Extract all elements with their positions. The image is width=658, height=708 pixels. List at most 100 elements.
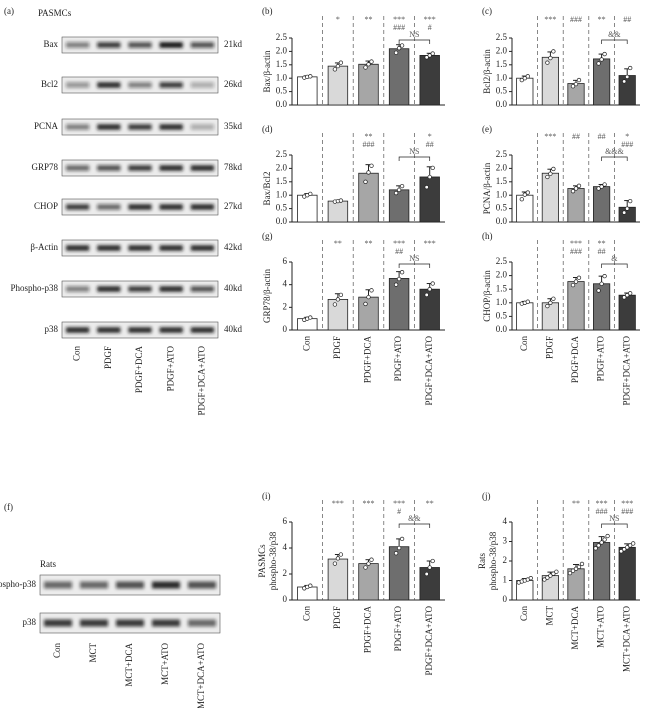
x-tick-label: PDGF+DCA xyxy=(363,336,373,384)
blot-title: PASMCs xyxy=(38,8,72,18)
x-tick-label: MCT xyxy=(544,606,554,626)
data-point xyxy=(332,561,338,566)
bar xyxy=(327,65,349,106)
blot-band xyxy=(128,42,152,48)
bar xyxy=(541,172,559,223)
data-point xyxy=(628,65,633,71)
data-point xyxy=(393,282,399,287)
x-tick-label: PDGF+DCA+ATO xyxy=(424,336,434,406)
data-point xyxy=(399,536,405,542)
y-tick-label: 0.0 xyxy=(496,99,508,109)
bar xyxy=(567,281,585,331)
blot-row-label: β-Actin xyxy=(30,242,58,252)
data-point xyxy=(308,315,313,320)
y-tick-label: 1.5 xyxy=(276,59,288,69)
x-tick-label: Con xyxy=(301,606,311,622)
data-point xyxy=(363,65,368,70)
y-tick-label: 1 xyxy=(503,575,508,585)
data-point xyxy=(424,292,429,298)
y-tick-label: 0.0 xyxy=(276,216,288,226)
data-point xyxy=(430,165,435,171)
data-point xyxy=(332,67,338,72)
significance: ** xyxy=(334,239,342,248)
y-tick-label: 0.0 xyxy=(496,324,508,334)
comparison-label: NS xyxy=(609,514,619,523)
blot-band xyxy=(152,619,180,627)
panel-label: (i) xyxy=(262,491,271,501)
blot-row-label: GRP78 xyxy=(31,162,58,172)
lane-label: PDGF+DCA xyxy=(134,346,144,394)
blot-band xyxy=(97,327,121,333)
data-point xyxy=(522,76,527,81)
blot-band xyxy=(97,204,121,210)
data-point xyxy=(576,564,582,569)
data-point xyxy=(579,561,585,567)
y-tick-label: 4 xyxy=(283,279,288,289)
y-tick-label: 1.5 xyxy=(276,176,288,186)
bar xyxy=(419,567,440,601)
blot-row-label: Phospho-p38 xyxy=(0,579,36,589)
x-tick-label: Con xyxy=(301,336,311,352)
blot-band xyxy=(97,42,121,48)
blot-title: Rats xyxy=(40,559,56,569)
blot-band xyxy=(190,42,214,48)
y-axis-label: PASMCs xyxy=(257,544,267,578)
blot-band xyxy=(97,245,121,251)
y-tick-label: 1.0 xyxy=(496,72,508,82)
panel-label: (a) xyxy=(4,6,14,16)
blot-band xyxy=(128,204,152,210)
bar xyxy=(618,75,636,106)
significance: *** xyxy=(544,15,556,24)
y-tick-label: 1.5 xyxy=(496,59,508,69)
x-tick-label: MCT+DCA xyxy=(570,606,580,650)
data-point xyxy=(396,46,402,51)
data-point xyxy=(427,287,432,292)
data-point xyxy=(570,189,576,194)
blot-band xyxy=(159,165,183,171)
data-point xyxy=(399,183,405,189)
data-point xyxy=(602,51,607,57)
data-point xyxy=(554,569,559,574)
blot-band xyxy=(116,581,144,589)
bar xyxy=(419,176,440,223)
blot-row-label: Bax xyxy=(44,39,59,49)
data-point xyxy=(519,197,524,202)
blot-row-label: p38 xyxy=(45,324,59,334)
panel-label: (h) xyxy=(482,231,493,241)
blot-band xyxy=(159,286,183,292)
blot-size: 40kd xyxy=(224,283,243,293)
data-point xyxy=(308,191,313,197)
data-point xyxy=(548,171,553,176)
significance: ## xyxy=(598,247,606,256)
y-tick-label: 6 xyxy=(283,256,288,266)
y-axis-label: Bcl2/β-actin xyxy=(482,49,492,94)
panel-label: (b) xyxy=(262,6,273,16)
y-tick-label: 1.0 xyxy=(496,189,508,199)
data-point xyxy=(424,571,429,577)
lane-label: PDGF+ATO xyxy=(165,345,175,391)
data-point xyxy=(308,583,313,588)
data-point xyxy=(545,303,550,309)
comparison-bracket xyxy=(398,263,431,268)
data-point xyxy=(542,577,547,582)
significance: *** xyxy=(393,15,405,24)
blot-size: 21kd xyxy=(224,39,243,49)
significance: *** xyxy=(393,239,405,248)
bar xyxy=(358,296,379,331)
x-tick-label: MCT+ATO xyxy=(596,606,606,648)
x-tick-label: Con xyxy=(519,336,529,352)
blot-band xyxy=(190,165,214,171)
comparison-label: NS xyxy=(409,147,419,156)
data-point xyxy=(551,571,556,576)
bar xyxy=(388,546,410,601)
bar xyxy=(358,63,379,106)
bar xyxy=(516,302,534,331)
blot-band xyxy=(152,581,180,589)
data-point xyxy=(602,537,607,542)
data-point xyxy=(308,74,313,79)
bar xyxy=(618,294,636,331)
data-point xyxy=(335,556,341,561)
comparison-label: NS xyxy=(409,30,419,39)
blot-row-label: Bcl2 xyxy=(41,79,58,89)
significance: * xyxy=(625,132,629,141)
